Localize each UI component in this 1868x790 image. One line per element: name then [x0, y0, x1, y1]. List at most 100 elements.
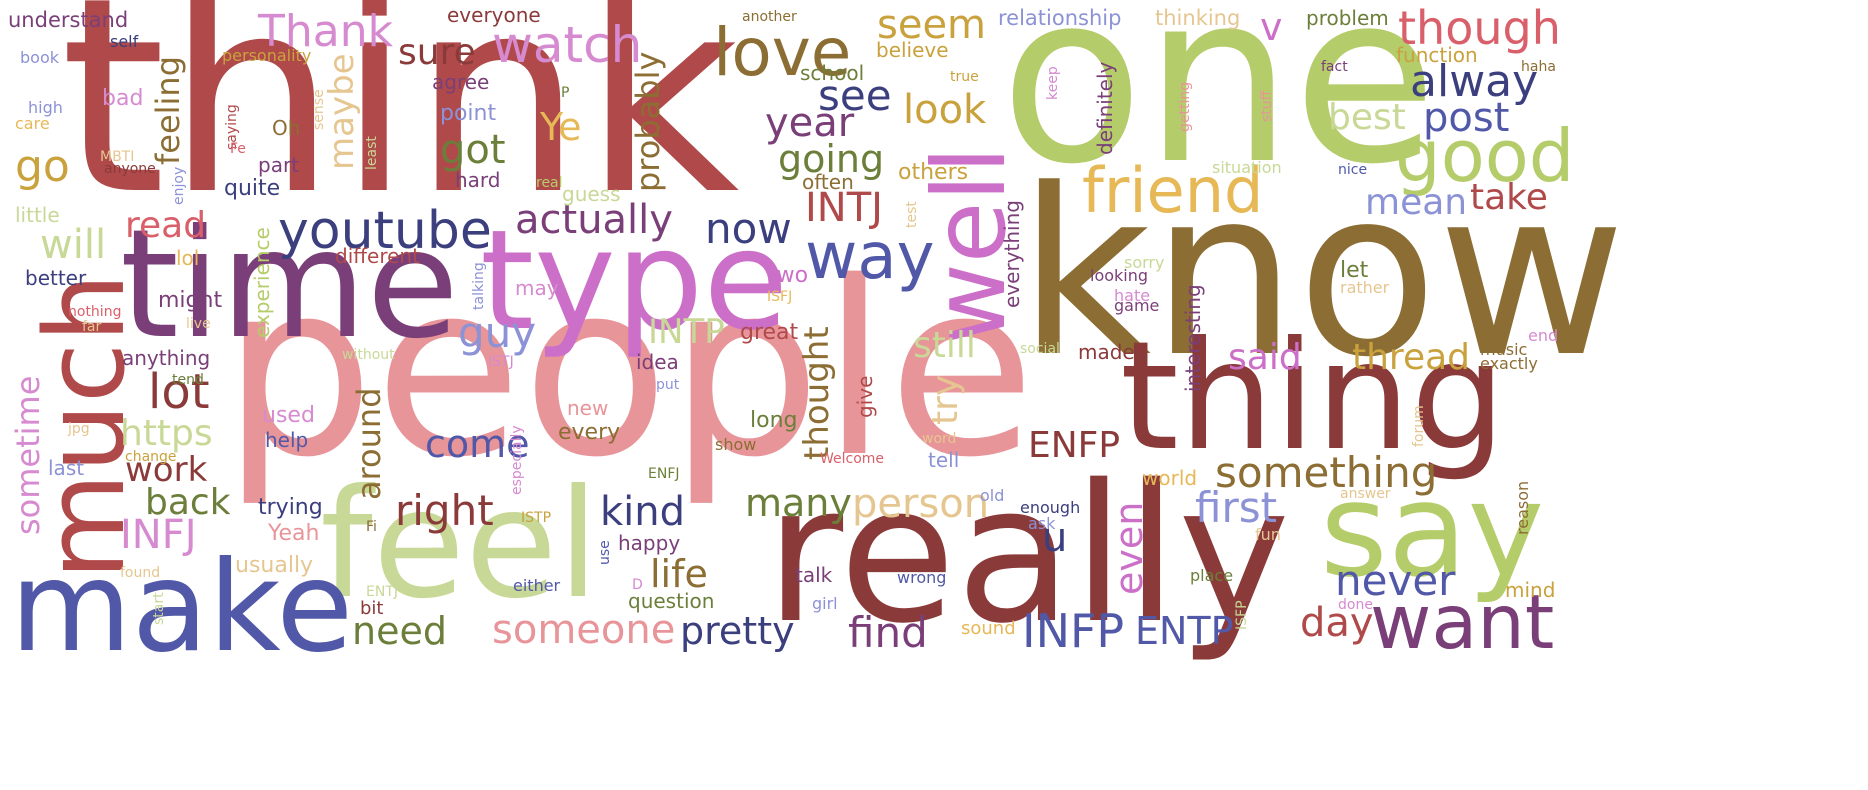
word-start: start	[151, 592, 167, 625]
word-live: live	[186, 316, 211, 332]
word-care: care	[15, 114, 50, 133]
word-mean: mean	[1365, 182, 1468, 223]
word-never: never	[1335, 556, 1456, 605]
word-first: first	[1195, 483, 1278, 532]
word-two: two	[768, 263, 809, 288]
word-everyone: everyone	[447, 3, 541, 27]
word-watch: watch	[492, 16, 643, 74]
word-reason: reason	[1513, 480, 1532, 535]
word-part: part	[258, 153, 300, 177]
word-made: made	[1078, 340, 1135, 364]
word-something: something	[1215, 448, 1438, 497]
word-anything: anything	[122, 346, 211, 370]
word-new: new	[567, 396, 609, 420]
word-function: function	[1396, 43, 1478, 67]
word-time: time	[120, 198, 459, 372]
word-post: post	[1423, 95, 1510, 141]
word-ENFP: ENFP	[1028, 425, 1121, 466]
word-read: read	[125, 205, 207, 246]
word-hate: hate	[1114, 286, 1151, 305]
word-ask: ask	[1028, 514, 1056, 533]
word-others: others	[898, 160, 969, 185]
word-come: come	[425, 422, 530, 466]
word-usually: usually	[235, 553, 314, 578]
word-know: know	[1018, 141, 1626, 408]
word-need: need	[352, 609, 447, 653]
word-person: person	[852, 481, 990, 527]
word-relationship: relationship	[998, 6, 1122, 30]
word-give: give	[853, 375, 877, 418]
word-test: test	[904, 201, 920, 228]
word-ISTP: ISTP	[521, 510, 552, 526]
word-going: going	[778, 137, 885, 181]
word-word: word	[922, 431, 957, 447]
word-will: will	[40, 222, 107, 268]
word-used: used	[262, 403, 315, 428]
word-nice: nice	[1338, 162, 1368, 178]
word-INFP: INFP	[1022, 604, 1125, 658]
word-fact: fact	[1321, 59, 1348, 75]
word-better: better	[25, 266, 87, 290]
word-without: without	[342, 347, 395, 363]
word-may: may	[515, 276, 559, 300]
word-help: help	[265, 428, 309, 452]
word-social: social	[1020, 341, 1060, 357]
word-every: every	[558, 420, 621, 445]
word-find: find	[848, 608, 928, 657]
word-got: got	[440, 127, 506, 173]
word-old: old	[980, 486, 1005, 505]
word-high: high	[28, 98, 63, 117]
word-INTJ: INTJ	[805, 185, 883, 231]
word-u: u	[1042, 515, 1068, 561]
word-quite: quite	[224, 176, 281, 201]
word-said: said	[1228, 337, 1302, 378]
word-far: far	[82, 319, 102, 335]
word-feel: feel	[320, 458, 600, 632]
word-type: type	[480, 200, 789, 361]
word-friend: friend	[1082, 154, 1264, 227]
word-see: see	[818, 71, 892, 120]
word-rather: rather	[1340, 278, 1390, 297]
word-people: people	[222, 230, 1036, 510]
word-real: real	[536, 175, 563, 191]
word-take: take	[1470, 177, 1548, 218]
word-girl: girl	[812, 594, 838, 613]
word-youtube: youtube	[278, 201, 492, 261]
word-P: P	[561, 85, 570, 101]
word-wrong: wrong	[897, 568, 947, 587]
word-year: year	[765, 100, 855, 146]
word-pretty: pretty	[680, 609, 795, 653]
word-enough: enough	[1020, 498, 1081, 517]
word-place: place	[1190, 566, 1234, 585]
word-trying: trying	[258, 495, 323, 520]
word-definitely: definitely	[1093, 61, 1117, 155]
word-lol: lol	[176, 246, 200, 270]
word-situation: situation	[1212, 158, 1282, 177]
word-done: done	[1338, 597, 1373, 613]
word-hard: hard	[455, 168, 501, 192]
word-way: way	[805, 220, 935, 294]
word-Yeah: Yeah	[268, 521, 320, 546]
word-true: true	[950, 69, 979, 85]
word-understand: understand	[8, 8, 129, 32]
word-exactly: exactly	[1480, 354, 1538, 373]
word-Fe: Fe	[230, 141, 246, 157]
word-either: either	[513, 576, 561, 595]
word-really: really	[765, 444, 1291, 665]
word-fun: fun	[1255, 525, 1281, 544]
word-enjoy: enjoy	[171, 166, 187, 205]
word-maybe: maybe	[322, 53, 362, 170]
word-point: point	[440, 101, 497, 126]
word-ENTJ: ENTJ	[366, 584, 398, 600]
word-many: many	[745, 481, 852, 525]
word-think: think	[60, 0, 740, 254]
word-go: go	[15, 141, 70, 192]
word-one: one	[1000, 0, 1438, 216]
word-try: try	[925, 374, 966, 425]
word-still: still	[913, 325, 976, 366]
word-alway: alway	[1410, 56, 1539, 107]
word-MBTI: MBTI	[100, 149, 135, 165]
word-actually: actually	[515, 197, 673, 243]
word-found: found	[120, 565, 161, 581]
word-INTP: INTP	[648, 312, 725, 352]
